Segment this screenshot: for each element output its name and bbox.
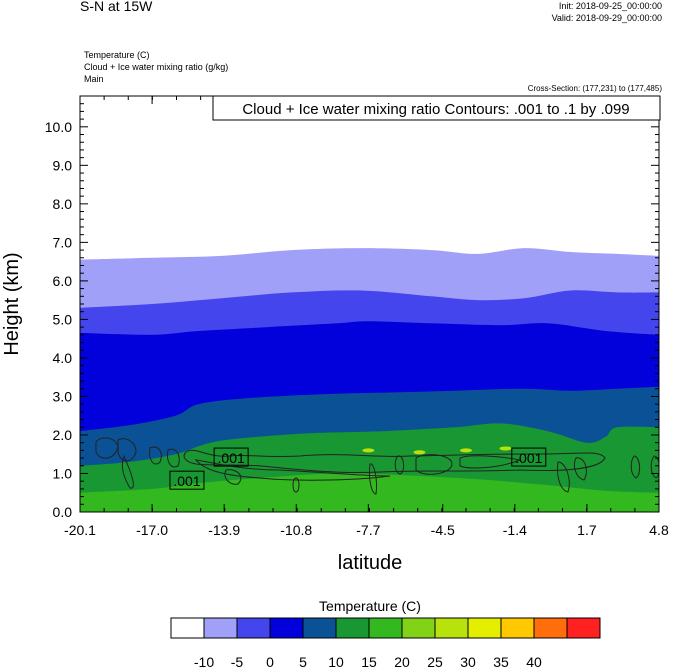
contour-line [369,463,377,495]
colorbar-cell [302,617,337,639]
y-tick-label: 0.0 [53,504,73,520]
x-tick-label: -10.8 [280,522,312,538]
colorbar-label: 20 [394,654,410,668]
mixing-ratio-contours [95,437,659,495]
contour-label: .001 [218,450,245,466]
x-tick-label: -1.4 [503,522,527,538]
colorbar-label: -10 [194,654,214,668]
colorbar-cell [269,617,304,639]
x-tick-label: -4.5 [431,522,455,538]
x-tick-label: -20.1 [64,522,96,538]
contour-line [167,448,180,468]
colorbar-label: 25 [427,654,443,668]
x-axis: -20.1 -17.0 -13.9 -10.8 -7.7 -4.5 -1.4 1.7 4.8 [64,96,669,538]
temperature-fill-layer [80,96,659,512]
temperature-colorbar: -10 -5 0 5 10 15 20 25 30 35 40 [170,617,601,668]
colorbar-label: 5 [299,654,307,668]
colorbar-cell [335,617,370,639]
colorbar-label: 0 [266,654,274,668]
field-label-temperature: Temperature (C) [84,50,150,60]
colorbar-cell [500,617,535,639]
temperature-band-15-to-20 [80,473,659,512]
colorbar-label: 40 [526,654,542,668]
init-time-label: Init: 2018-09-25_00:00:00 [558,1,662,11]
contour-line [573,457,587,481]
colorbar-cell [434,617,469,639]
y-tick-label: 5.0 [53,311,73,327]
contour-line [183,449,606,474]
y-tick-label: 7.0 [53,234,73,250]
contour-line [121,454,134,489]
colorbar-cell [401,617,436,639]
y-tick-label: 10.0 [45,119,72,135]
colorbar-label: 30 [460,654,476,668]
colorbar-cell [467,617,502,639]
colorbar-label: 15 [361,654,377,668]
contour-line [557,461,570,493]
contour-line [194,459,391,481]
contour-label: .001 [173,473,200,489]
warm-patch [362,448,375,453]
warm-patch [413,450,426,455]
contour-line [224,469,242,485]
contour-label: .001 [515,450,542,466]
y-tick-label: 8.0 [53,196,73,212]
contour-info-box: Cloud + Ice water mixing ratio Contours:… [212,95,661,121]
colorbar-cell [368,617,403,639]
colorbar-cell [236,617,271,639]
x-tick-label: -13.9 [208,522,240,538]
colorbar-label: -5 [231,654,244,668]
contour-line [630,455,641,479]
contour-line [292,477,300,493]
colorbar-cell [533,617,568,639]
contour-label-box [511,447,547,467]
y-axis: 0.0 1.0 2.0 3.0 4.0 5.0 6.0 7.0 8.0 9.0 10.0 [45,95,659,520]
contour-line [149,446,162,465]
contour-label-box [213,447,249,467]
contour-line [459,455,522,469]
valid-time-label: Valid: 2018-09-29_00:00:00 [551,13,662,23]
contour-line [394,455,405,475]
y-tick-label: 6.0 [53,273,73,289]
cross-section-label: Cross-Section: (177,231) to (177,485) [527,84,662,93]
plot-main-title: S-N at 15W [80,0,153,14]
x-tick-label: -17.0 [136,522,168,538]
contour-line [415,454,453,475]
colorbar-cell [566,617,601,639]
y-axis-title: Height (km) [1,252,23,355]
contour-labels: .001 .001 .001 [169,447,547,490]
x-tick-label: 1.7 [577,522,597,538]
y-tick-label: 4.0 [53,350,73,366]
colorbar-title: Temperature (C) [319,598,421,614]
field-label-main: Main [84,74,104,84]
y-tick-label: 1.0 [53,465,73,481]
x-tick-label: 4.8 [649,522,669,538]
contour-line [650,455,659,479]
contour-label-box [169,470,205,490]
colorbar-cell [170,617,205,639]
y-tick-label: 3.0 [53,388,73,404]
colorbar-label: 10 [328,654,344,668]
warm-patch [460,448,472,453]
contour-line [117,438,137,462]
x-tick-label: -7.7 [356,522,380,538]
y-tick-label: 9.0 [53,157,73,173]
field-label-mixing-ratio: Cloud + Ice water mixing ratio (g/kg) [84,62,229,72]
colorbar-label: 35 [493,654,509,668]
x-axis-title: latitude [338,552,403,574]
y-tick-label: 2.0 [53,427,73,443]
contour-info-text: Cloud + Ice water mixing ratio Contours:… [242,101,629,118]
colorbar-cell [203,617,238,639]
warm-patch [499,446,512,451]
